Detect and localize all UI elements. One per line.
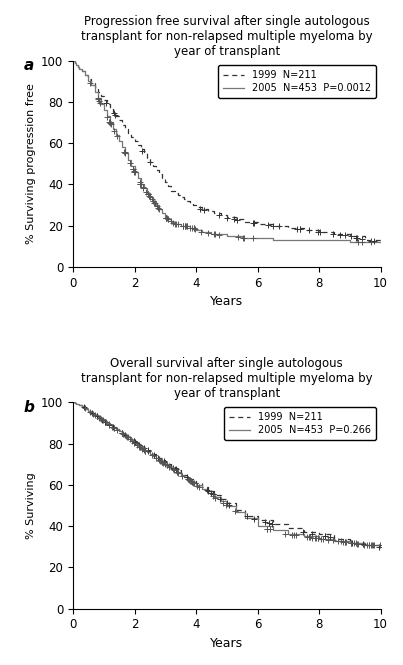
Title: Progression free survival after single autologous
transplant for non-relapsed mu: Progression free survival after single a… [81,15,373,58]
2005  N=453  P=0.266 [378,541,383,549]
2005  N=453  P=0.0012 [144,184,149,192]
2005  N=453  P=0.0012 [347,238,352,246]
Title: Overall survival after single autologous
transplant for non-relapsed multiple my: Overall survival after single autologous… [81,357,373,400]
Line: 1999  N=211: 1999 N=211 [73,61,380,242]
1999  N=211 [114,108,118,116]
1999  N=211 [378,238,383,246]
Y-axis label: % Surviving: % Surviving [25,472,35,539]
1999  N=211 [270,520,275,528]
1999  N=211 [71,398,75,406]
2005  N=453  P=0.266 [270,526,275,534]
2005  N=453  P=0.266 [126,432,131,440]
1999  N=211 [92,409,97,417]
1999  N=211 [102,96,106,104]
X-axis label: Years: Years [210,295,243,308]
2005  N=453  P=0.266 [92,409,97,417]
Line: 2005  N=453  P=0.0012: 2005 N=453 P=0.0012 [73,61,380,242]
1999  N=211 [71,57,75,65]
2005  N=453  P=0.266 [71,398,75,406]
2005  N=453  P=0.266 [363,541,368,549]
Text: a: a [24,59,34,74]
Y-axis label: % Surviving progression free: % Surviving progression free [25,83,35,244]
2005  N=453  P=0.266 [175,466,180,474]
1999  N=211 [175,464,180,472]
1999  N=211 [378,543,383,551]
1999  N=211 [126,432,131,440]
1999  N=211 [135,438,140,446]
2005  N=453  P=0.266 [135,440,140,448]
1999  N=211 [144,154,149,162]
2005  N=453  P=0.0012 [108,118,112,126]
2005  N=453  P=0.0012 [363,238,368,246]
Text: b: b [24,400,35,416]
1999  N=211 [317,228,322,236]
Legend: 1999  N=211, 2005  N=453  P=0.266: 1999 N=211, 2005 N=453 P=0.266 [224,407,376,440]
Legend: 1999  N=211, 2005  N=453  P=0.0012: 1999 N=211, 2005 N=453 P=0.0012 [218,65,376,98]
2005  N=453  P=0.0012 [163,213,168,221]
2005  N=453  P=0.0012 [129,156,134,164]
Line: 1999  N=211: 1999 N=211 [73,402,380,547]
Line: 2005  N=453  P=0.266: 2005 N=453 P=0.266 [73,402,380,545]
2005  N=453  P=0.266 [108,421,112,429]
2005  N=453  P=0.0012 [71,57,75,65]
1999  N=211 [98,92,103,100]
X-axis label: Years: Years [210,637,243,650]
1999  N=211 [108,421,112,429]
2005  N=453  P=0.0012 [104,106,109,114]
1999  N=211 [108,100,112,108]
2005  N=453  P=0.0012 [378,238,383,246]
